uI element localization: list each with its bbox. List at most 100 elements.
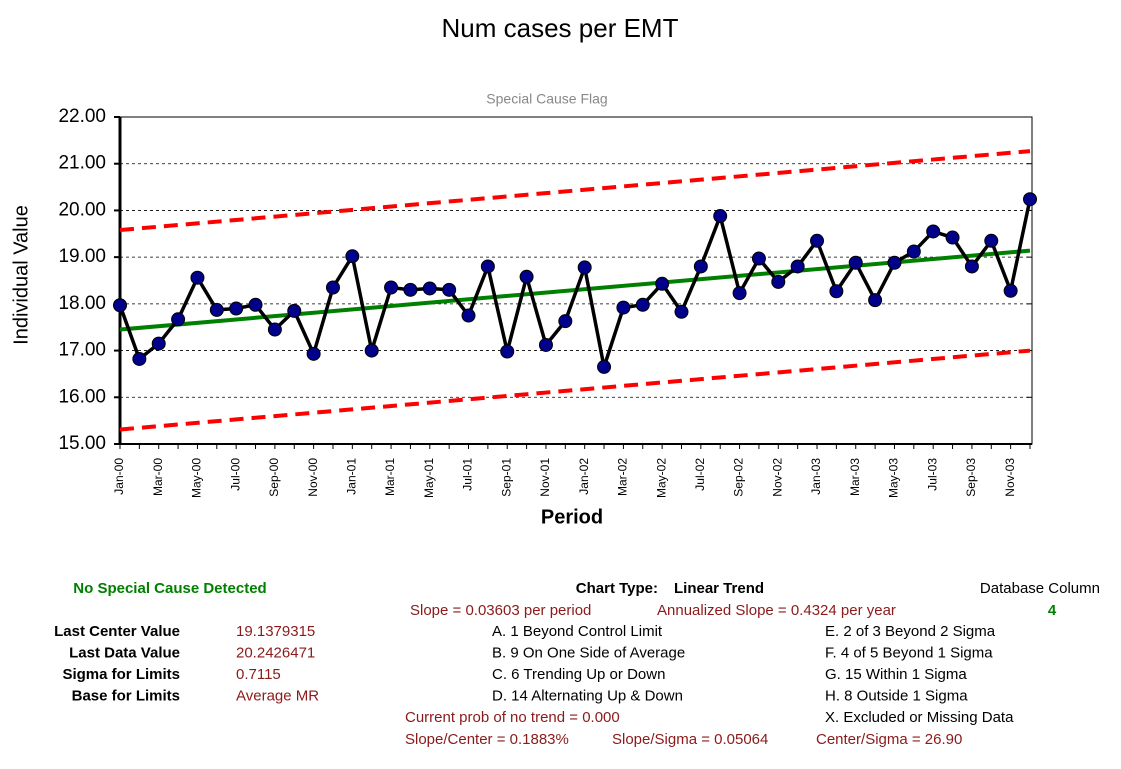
data-point xyxy=(751,251,766,266)
rule: E. 2 of 3 Beyond 2 Sigma xyxy=(825,623,996,640)
y-tick-label: 17.00 xyxy=(58,340,106,361)
y-tick-label: 18.00 xyxy=(58,293,106,314)
rule: X. Excluded or Missing Data xyxy=(825,709,1014,726)
database-column-label: Database Column xyxy=(980,580,1100,597)
x-tick-label: Sep-03 xyxy=(964,458,978,497)
x-tick-label: Mar-03 xyxy=(848,458,862,496)
x-tick-label: Jan-03 xyxy=(809,458,823,495)
data-point xyxy=(209,302,224,317)
data-point xyxy=(403,282,418,297)
data-point xyxy=(887,255,902,270)
data-point xyxy=(771,274,786,289)
data-point xyxy=(674,304,689,319)
x-tick-label: Jul-03 xyxy=(925,458,939,491)
rule: D. 14 Alternating Up & Down xyxy=(492,687,683,704)
upper-control-limit xyxy=(119,149,1031,233)
x-tick-label: Jul-01 xyxy=(461,458,475,491)
x-tick-label: Sep-02 xyxy=(732,458,746,497)
x-tick-label: May-01 xyxy=(422,458,436,498)
lower-control-limit xyxy=(119,348,1031,432)
data-point xyxy=(538,337,553,352)
stat-label: Sigma for Limits xyxy=(62,666,180,683)
x-tick-label: Jan-02 xyxy=(577,458,591,495)
x-tick-label: Nov-00 xyxy=(306,458,320,497)
data-point xyxy=(790,259,805,274)
plot-frame xyxy=(119,116,1033,445)
x-tick-label: Sep-01 xyxy=(499,458,513,497)
database-column: 4 xyxy=(1048,602,1057,619)
x-tick-label: Jan-00 xyxy=(112,458,126,495)
rule: G. 15 Within 1 Sigma xyxy=(825,666,967,683)
data-point xyxy=(306,346,321,361)
data-point xyxy=(364,343,379,358)
data-point xyxy=(500,344,515,359)
data-point xyxy=(906,244,921,259)
data-point xyxy=(132,351,147,366)
x-tick-label: Nov-02 xyxy=(770,458,784,497)
rule: H. 8 Outside 1 Sigma xyxy=(825,687,968,704)
ratio: Center/Sigma = 26.90 xyxy=(816,731,962,748)
data-point xyxy=(1023,192,1037,207)
x-tick-label: Nov-01 xyxy=(538,458,552,497)
stat-label: Last Center Value xyxy=(54,623,180,640)
rule: C. 6 Trending Up or Down xyxy=(492,666,665,683)
data-point xyxy=(248,297,263,312)
data-point xyxy=(325,280,340,295)
data-point xyxy=(732,286,747,301)
rule: F. 4 of 5 Beyond 1 Sigma xyxy=(825,644,993,661)
y-tick-label: 16.00 xyxy=(58,386,106,407)
data-line xyxy=(118,198,1032,374)
data-point xyxy=(480,259,495,274)
x-tick-label: Mar-00 xyxy=(151,458,165,496)
x-tick-label: Jul-02 xyxy=(693,458,707,491)
stat-value: 0.7115 xyxy=(236,666,281,683)
x-axis-label: Period xyxy=(541,506,603,528)
data-point xyxy=(848,255,863,270)
data-point xyxy=(267,322,282,337)
data-point xyxy=(1003,283,1018,298)
rule: B. 9 On One Side of Average xyxy=(492,644,685,661)
y-tick-label: 21.00 xyxy=(58,153,106,174)
x-tick-label: Sep-00 xyxy=(267,458,281,497)
slope: Slope = 0.03603 per period xyxy=(410,602,591,619)
data-point xyxy=(693,259,708,274)
ratio: Slope/Center = 0.1883% xyxy=(405,731,569,748)
data-point xyxy=(190,270,205,285)
data-point xyxy=(345,249,360,264)
data-point xyxy=(597,359,612,374)
data-point xyxy=(964,259,979,274)
x-tick-label: Jan-01 xyxy=(345,458,359,495)
data-point xyxy=(519,269,534,284)
stat-value: 20.2426471 xyxy=(236,644,315,661)
y-axis-label: Individual Value xyxy=(10,205,32,345)
y-tick-label: 15.00 xyxy=(58,433,106,454)
data-point xyxy=(442,282,457,297)
data-point xyxy=(926,224,941,239)
x-tick-label: May-03 xyxy=(887,458,901,498)
data-point xyxy=(422,281,437,296)
status: No Special Cause Detected xyxy=(73,580,266,597)
x-tick-label: Mar-02 xyxy=(616,458,630,496)
data-point xyxy=(655,276,670,291)
data-point xyxy=(113,298,127,313)
annualized-slope: Annualized Slope = 0.4324 per year xyxy=(657,602,896,619)
stats-panel: No Special Cause Detected Chart Type: Li… xyxy=(54,580,1100,748)
data-point xyxy=(984,233,999,248)
chart-type-label: Chart Type: xyxy=(576,580,658,597)
data-point xyxy=(577,260,592,275)
subtitle: Special Cause Flag xyxy=(486,91,607,107)
x-tick-label: Nov-03 xyxy=(1003,458,1017,497)
trend-prob: Current prob of no trend = 0.000 xyxy=(405,709,620,726)
y-tick-label: 22.00 xyxy=(58,106,106,127)
data-point xyxy=(635,297,650,312)
stat-value: Average MR xyxy=(236,687,319,704)
rule: A. 1 Beyond Control Limit xyxy=(492,623,663,640)
chart-title: Num cases per EMT xyxy=(442,13,679,43)
stat-label: Base for Limits xyxy=(72,687,180,704)
data-point xyxy=(384,280,399,295)
data-point xyxy=(713,209,728,224)
ratio: Slope/Sigma = 0.05064 xyxy=(612,731,768,748)
data-point xyxy=(868,293,883,308)
